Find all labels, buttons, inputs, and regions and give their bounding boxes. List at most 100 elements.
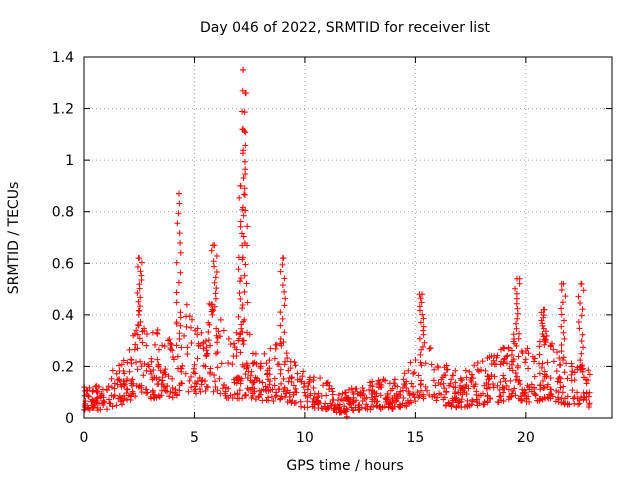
data-point xyxy=(479,358,486,365)
data-point xyxy=(377,392,384,399)
y-tick-label: 0.6 xyxy=(52,256,74,272)
data-point xyxy=(136,383,143,390)
data-point xyxy=(216,375,223,382)
data-point xyxy=(360,387,367,394)
data-point xyxy=(143,342,150,349)
data-point xyxy=(118,383,125,390)
data-point xyxy=(129,376,136,383)
data-point xyxy=(204,350,211,357)
data-point xyxy=(148,370,155,377)
data-point xyxy=(343,405,350,412)
data-point xyxy=(273,392,280,399)
data-point xyxy=(417,380,424,387)
data-point xyxy=(583,390,590,397)
data-point xyxy=(420,393,427,400)
data-point xyxy=(156,393,163,400)
data-point xyxy=(528,388,535,395)
data-point xyxy=(435,364,442,371)
data-point xyxy=(455,389,462,396)
data-point xyxy=(348,385,355,392)
data-point xyxy=(453,394,460,401)
data-point xyxy=(238,325,245,332)
data-point xyxy=(415,372,422,379)
data-point xyxy=(222,388,229,395)
data-point xyxy=(188,340,195,347)
data-point xyxy=(417,359,424,366)
data-point xyxy=(266,365,273,372)
data-point xyxy=(187,324,194,331)
data-point xyxy=(124,359,131,366)
data-point xyxy=(101,399,108,406)
data-point xyxy=(163,383,170,390)
data-point xyxy=(294,370,301,377)
data-point xyxy=(241,191,248,198)
data-point xyxy=(583,380,590,387)
data-point xyxy=(126,368,133,375)
data-point xyxy=(281,288,288,295)
data-point xyxy=(340,397,347,404)
y-tick-label: 0 xyxy=(65,411,74,427)
data-point xyxy=(247,377,254,384)
data-point xyxy=(174,353,181,360)
y-tick-label: 1.4 xyxy=(52,50,74,66)
data-point xyxy=(206,321,213,328)
data-point xyxy=(497,378,504,385)
data-point xyxy=(576,325,583,332)
data-point xyxy=(239,108,246,115)
data-point xyxy=(148,355,155,362)
data-point xyxy=(118,361,125,368)
data-point xyxy=(131,346,138,353)
data-point xyxy=(468,371,475,378)
data-point xyxy=(118,401,125,408)
data-point xyxy=(329,388,336,395)
data-point xyxy=(236,278,243,285)
data-point xyxy=(508,351,515,358)
data-point xyxy=(98,392,105,399)
data-point xyxy=(279,261,286,268)
data-point xyxy=(120,378,127,385)
data-point xyxy=(384,390,391,397)
data-point xyxy=(536,370,543,377)
data-point xyxy=(208,247,215,254)
data-point xyxy=(280,375,287,382)
data-point xyxy=(241,392,248,399)
data-point xyxy=(274,361,281,368)
data-point xyxy=(123,389,130,396)
data-point xyxy=(138,272,145,279)
data-point xyxy=(376,404,383,411)
data-point xyxy=(430,377,437,384)
data-point xyxy=(540,314,547,321)
data-point xyxy=(282,390,289,397)
data-point xyxy=(328,385,335,392)
data-point xyxy=(304,404,311,411)
data-point xyxy=(200,339,207,346)
data-point xyxy=(500,375,507,382)
data-point xyxy=(212,378,219,385)
data-point xyxy=(450,372,457,379)
data-point xyxy=(571,369,578,376)
data-point xyxy=(516,330,523,337)
data-point xyxy=(550,346,557,353)
data-point xyxy=(134,331,141,338)
data-point xyxy=(233,352,240,359)
data-point xyxy=(278,380,285,387)
data-point xyxy=(559,356,566,363)
data-point xyxy=(448,376,455,383)
data-point xyxy=(279,315,286,322)
data-point xyxy=(132,393,139,400)
data-point xyxy=(344,395,351,402)
data-point xyxy=(213,252,220,259)
data-point xyxy=(175,190,182,197)
data-point xyxy=(248,395,255,402)
data-point xyxy=(416,303,423,310)
data-point xyxy=(560,354,567,361)
data-point xyxy=(176,200,183,207)
data-point xyxy=(335,404,342,411)
data-point xyxy=(128,391,135,398)
data-point xyxy=(292,399,299,406)
data-point xyxy=(558,323,565,330)
data-point xyxy=(227,341,234,348)
data-point xyxy=(510,388,517,395)
data-point xyxy=(556,355,563,362)
data-point xyxy=(451,390,458,397)
